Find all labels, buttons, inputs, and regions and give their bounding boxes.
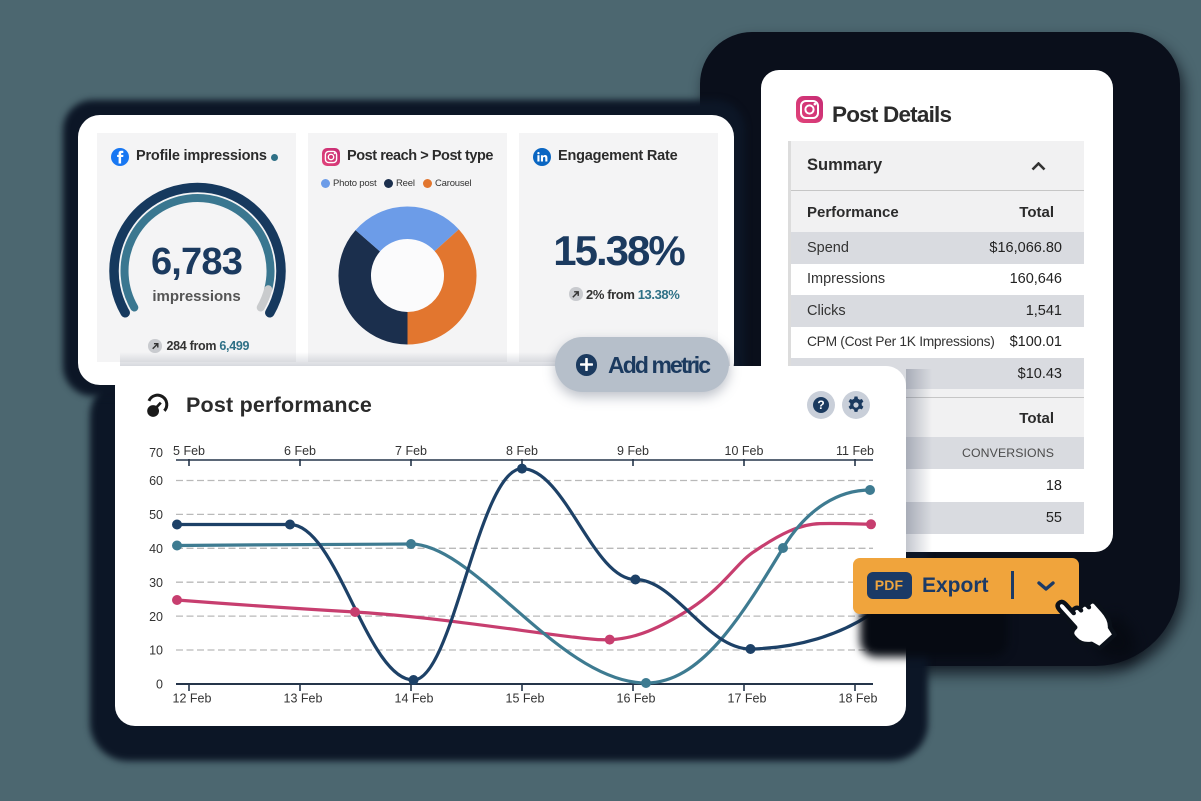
svg-text:9 Feb: 9 Feb xyxy=(617,444,649,458)
svg-text:10 Feb: 10 Feb xyxy=(725,444,764,458)
svg-text:18 Feb: 18 Feb xyxy=(839,692,878,706)
svg-text:11 Feb: 11 Feb xyxy=(836,444,874,458)
svg-text:30: 30 xyxy=(149,576,163,590)
svg-text:60: 60 xyxy=(149,474,163,488)
svg-text:15 Feb: 15 Feb xyxy=(506,692,545,706)
svg-text:14 Feb: 14 Feb xyxy=(395,692,434,706)
svg-text:13 Feb: 13 Feb xyxy=(284,692,323,706)
svg-text:8 Feb: 8 Feb xyxy=(506,444,538,458)
svg-text:16 Feb: 16 Feb xyxy=(617,692,656,706)
svg-text:50: 50 xyxy=(149,508,163,522)
svg-text:0: 0 xyxy=(156,678,163,692)
svg-text:6 Feb: 6 Feb xyxy=(284,444,316,458)
svg-text:17 Feb: 17 Feb xyxy=(728,692,767,706)
svg-text:12 Feb: 12 Feb xyxy=(173,692,212,706)
svg-text:10: 10 xyxy=(149,644,163,658)
svg-text:5 Feb: 5 Feb xyxy=(173,444,205,458)
svg-text:20: 20 xyxy=(149,610,163,624)
svg-text:7 Feb: 7 Feb xyxy=(395,444,427,458)
svg-text:70: 70 xyxy=(149,446,163,460)
svg-text:40: 40 xyxy=(149,542,163,556)
